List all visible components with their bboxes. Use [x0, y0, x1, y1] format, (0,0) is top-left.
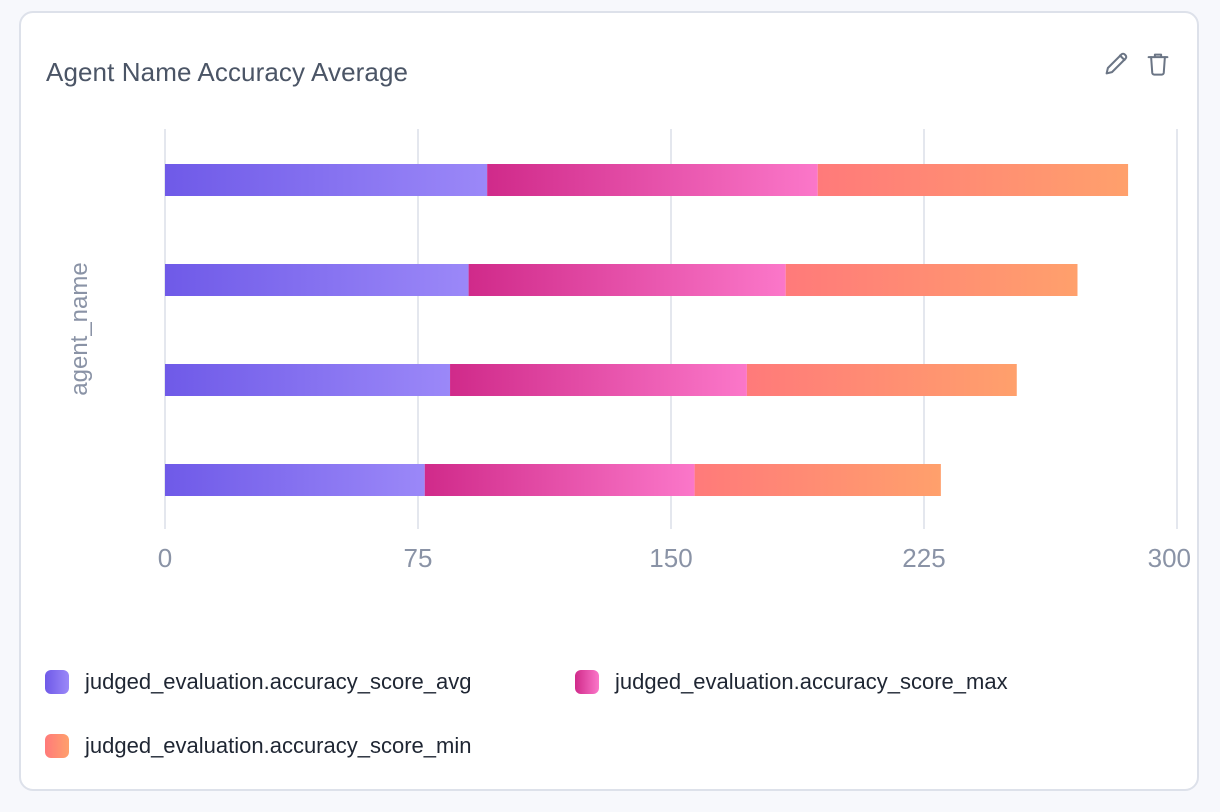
legend-label: judged_evaluation.accuracy_score_min	[85, 733, 472, 758]
bar-segment-min[interactable]	[817, 164, 1129, 196]
bar-segment-max[interactable]	[424, 464, 695, 496]
bar-segment-avg[interactable]	[165, 464, 425, 496]
x-tick-label: 225	[902, 543, 945, 573]
legend-label: judged_evaluation.accuracy_score_avg	[85, 669, 472, 694]
trash-icon[interactable]	[1143, 49, 1173, 79]
legend-swatch	[575, 670, 599, 694]
y-axis-label: agent_name	[66, 262, 93, 395]
bar-segment-avg[interactable]	[165, 264, 469, 296]
legend-swatch	[45, 734, 69, 758]
bar-segment-max[interactable]	[468, 264, 786, 296]
x-tick-label: 150	[649, 543, 692, 573]
x-axis-ticks: 0 75 150 225 300	[158, 543, 1191, 573]
legend-label: judged_evaluation.accuracy_score_max	[615, 669, 1008, 694]
chart-card: Agent Name Accuracy Average 0 75 150 225 300…	[19, 11, 1199, 791]
bar-segment-min[interactable]	[746, 364, 1017, 396]
bar-segment-avg[interactable]	[165, 164, 488, 196]
legend-item[interactable]: judged_evaluation.accuracy_score_max	[575, 669, 1008, 695]
pencil-icon[interactable]	[1101, 49, 1131, 79]
chart-title: Agent Name Accuracy Average	[46, 57, 409, 87]
x-tick-label: 0	[158, 543, 172, 573]
card-actions	[1101, 49, 1173, 79]
bar-segment-avg[interactable]	[165, 364, 451, 396]
legend-swatch	[45, 670, 69, 694]
bar-segment-max[interactable]	[487, 164, 818, 196]
legend-item[interactable]: judged_evaluation.accuracy_score_avg	[45, 669, 471, 695]
stacked-bar-chart: 0 75 150 225 300 agent_name	[66, 129, 1191, 573]
x-tick-label: 75	[404, 543, 433, 573]
bar-segment-min[interactable]	[694, 464, 941, 496]
legend-item[interactable]: judged_evaluation.accuracy_score_min	[45, 733, 471, 759]
bar-segment-min[interactable]	[785, 264, 1078, 296]
bar-segment-max[interactable]	[450, 364, 747, 396]
x-tick-label: 300	[1148, 543, 1191, 573]
bars	[165, 164, 1129, 496]
